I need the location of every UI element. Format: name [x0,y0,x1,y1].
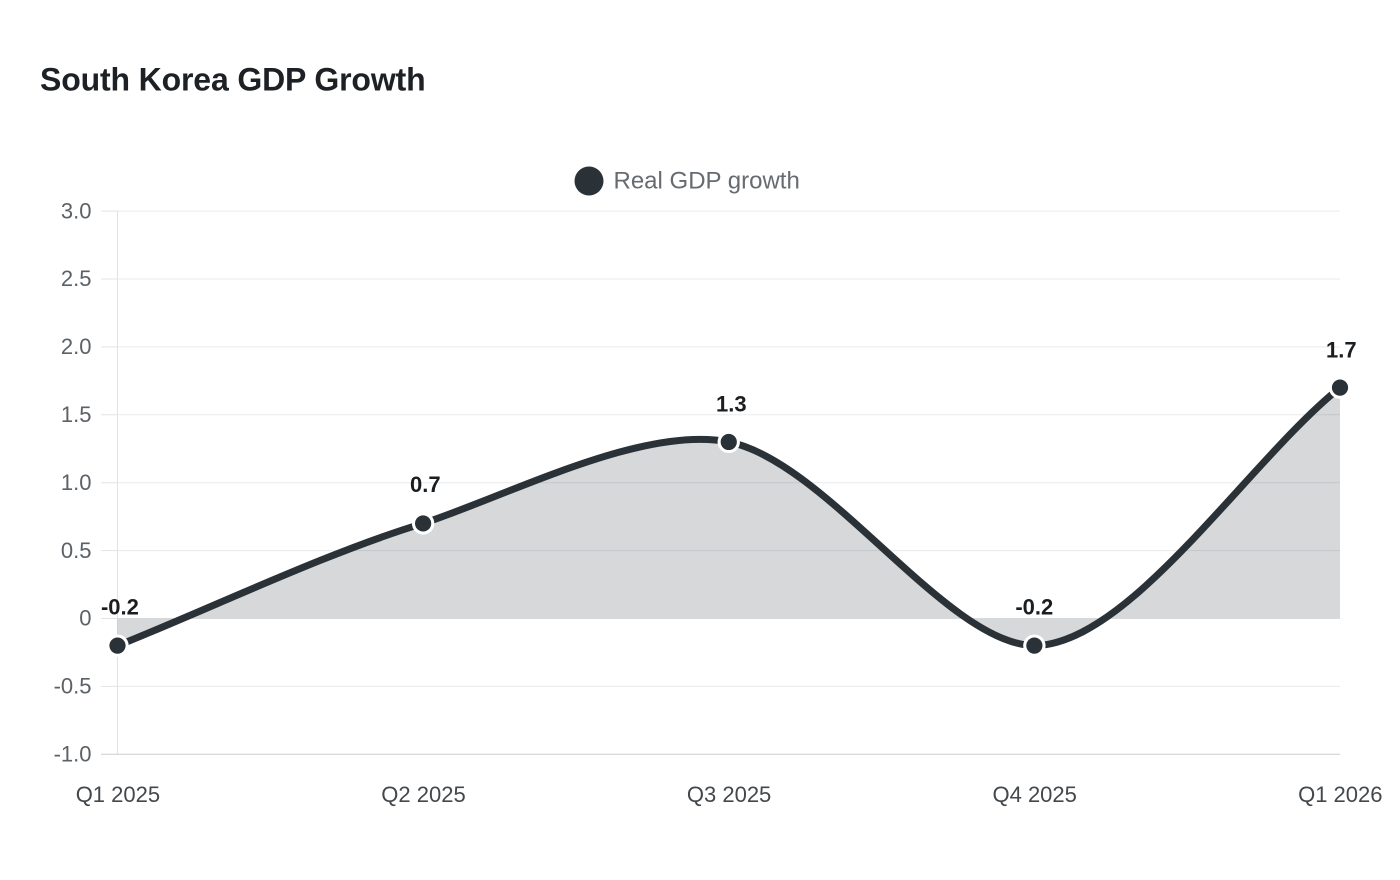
svg-text:0.5: 0.5 [61,538,92,563]
svg-text:1.5: 1.5 [61,402,92,427]
svg-text:0: 0 [79,606,91,631]
svg-text:1.3: 1.3 [716,392,747,417]
svg-text:Q4 2025: Q4 2025 [992,782,1076,807]
svg-text:Q2 2025: Q2 2025 [381,782,465,807]
svg-text:Real GDP growth: Real GDP growth [614,168,800,195]
svg-text:South Korea GDP Growth: South Korea GDP Growth [40,61,425,97]
svg-text:Q1 2026: Q1 2026 [1298,782,1382,807]
svg-text:2.0: 2.0 [61,334,92,359]
svg-text:0.7: 0.7 [410,472,441,497]
svg-text:1.0: 1.0 [61,470,92,495]
svg-text:2.5: 2.5 [61,266,92,291]
svg-text:3.0: 3.0 [61,198,92,223]
svg-text:-0.2: -0.2 [101,595,139,620]
svg-text:-0.5: -0.5 [54,674,92,699]
svg-text:-0.2: -0.2 [1015,594,1053,619]
svg-text:Q1 2025: Q1 2025 [76,782,160,807]
svg-text:Q3 2025: Q3 2025 [687,782,771,807]
svg-text:-1.0: -1.0 [54,742,92,767]
svg-text:1.7: 1.7 [1326,338,1357,363]
